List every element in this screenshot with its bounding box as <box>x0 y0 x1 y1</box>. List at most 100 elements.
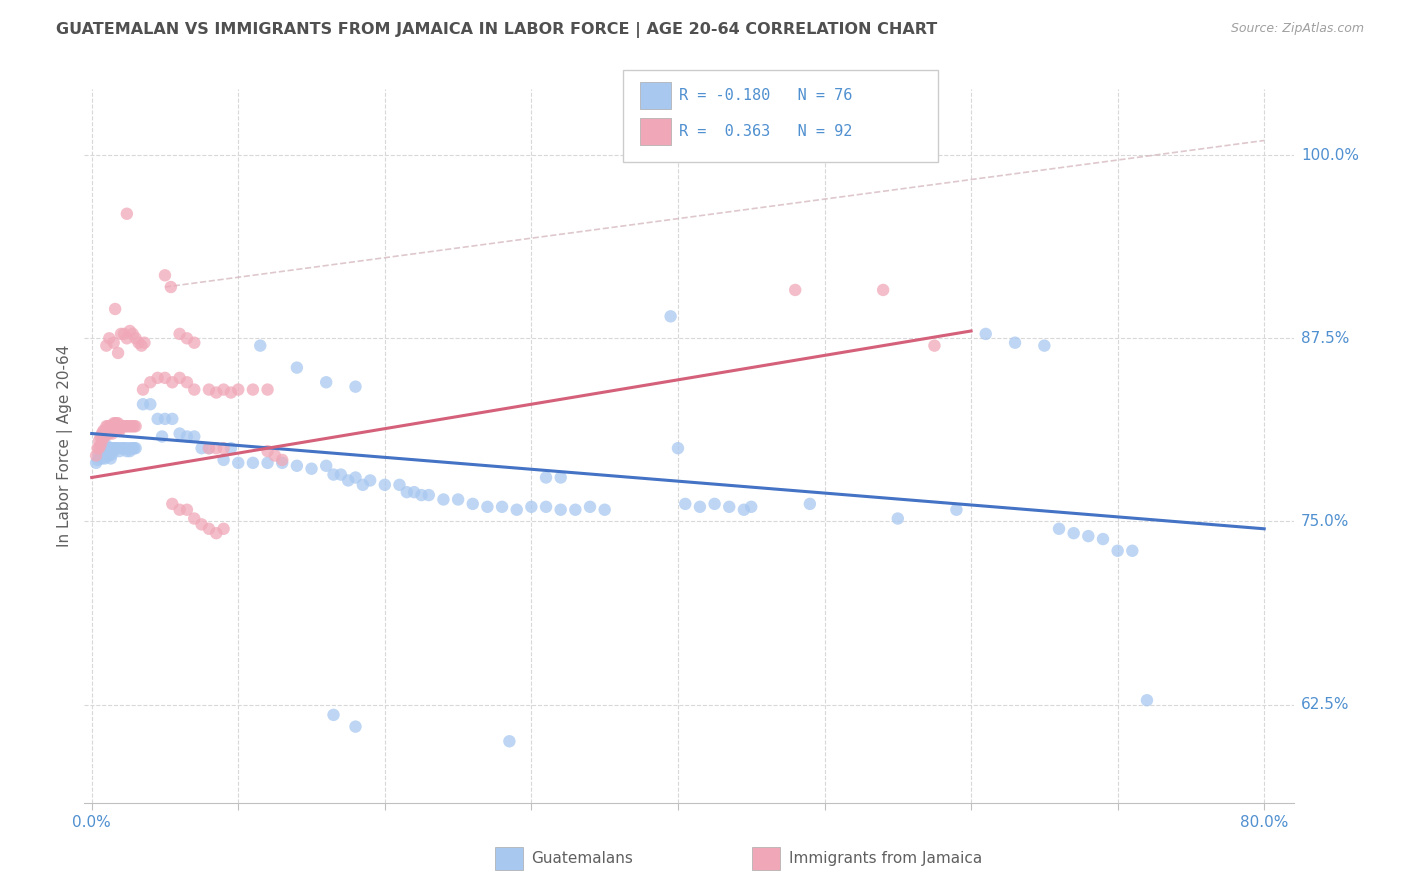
Point <box>94 441 117 455</box>
Point <box>352 478 374 492</box>
Point <box>162 376 184 390</box>
Point <box>285 458 308 473</box>
Point <box>887 511 910 525</box>
Point <box>132 383 155 397</box>
Point <box>198 522 221 536</box>
Point <box>103 335 125 350</box>
Point <box>110 419 132 434</box>
Point <box>256 383 278 397</box>
Text: Immigrants from Jamaica: Immigrants from Jamaica <box>789 852 981 866</box>
Point <box>205 526 228 541</box>
Point <box>872 283 894 297</box>
Point <box>94 424 117 438</box>
Point <box>98 419 121 434</box>
Text: Source: ZipAtlas.com: Source: ZipAtlas.com <box>1230 22 1364 36</box>
Point <box>673 497 696 511</box>
Point <box>301 461 323 475</box>
Point <box>418 488 440 502</box>
Point <box>115 331 138 345</box>
Point <box>315 376 337 390</box>
Point <box>322 707 344 722</box>
Point <box>117 419 139 434</box>
Point <box>205 385 228 400</box>
Text: GUATEMALAN VS IMMIGRANTS FROM JAMAICA IN LABOR FORCE | AGE 20-64 CORRELATION CHA: GUATEMALAN VS IMMIGRANTS FROM JAMAICA IN… <box>56 22 938 38</box>
Point <box>94 451 117 466</box>
Point <box>117 441 139 455</box>
Point <box>169 326 191 341</box>
Point <box>100 451 122 466</box>
Point <box>112 326 135 341</box>
Point <box>689 500 711 514</box>
Point <box>114 419 136 434</box>
Point <box>93 441 115 455</box>
Point <box>112 441 135 455</box>
Point <box>550 502 572 516</box>
Point <box>98 331 121 345</box>
Point <box>190 517 212 532</box>
Point <box>111 419 134 434</box>
Point <box>121 419 143 434</box>
Point <box>91 426 114 441</box>
Point <box>121 326 143 341</box>
Point <box>520 500 543 514</box>
Point <box>359 474 381 488</box>
Point <box>84 456 107 470</box>
Point <box>86 441 108 455</box>
Point <box>432 492 454 507</box>
Point <box>105 441 128 455</box>
Point <box>131 338 153 352</box>
Point <box>183 383 205 397</box>
Point <box>740 500 762 514</box>
Point <box>271 453 294 467</box>
Point <box>212 441 235 455</box>
Point <box>103 424 125 438</box>
Point <box>108 444 131 458</box>
Point <box>219 385 242 400</box>
Point <box>104 301 127 316</box>
Point <box>105 424 128 438</box>
Point <box>219 441 242 455</box>
Point <box>285 360 308 375</box>
Point <box>122 419 145 434</box>
Point <box>1033 338 1056 352</box>
Point <box>108 424 131 438</box>
Point <box>134 335 156 350</box>
Point <box>718 500 741 514</box>
Text: 87.5%: 87.5% <box>1301 331 1350 346</box>
Point <box>176 502 198 516</box>
Point <box>212 522 235 536</box>
Point <box>733 502 755 516</box>
Point <box>132 397 155 411</box>
Point <box>104 441 127 455</box>
Point <box>550 470 572 484</box>
Point <box>1004 335 1026 350</box>
Text: Guatemalans: Guatemalans <box>531 852 633 866</box>
Point <box>96 338 118 352</box>
Point <box>124 419 146 434</box>
Point <box>114 441 136 455</box>
Point <box>329 467 352 482</box>
Point <box>115 444 138 458</box>
Point <box>97 441 120 455</box>
Point <box>344 470 367 484</box>
Point <box>785 283 807 297</box>
Point <box>96 426 118 441</box>
Point <box>395 485 418 500</box>
Point <box>87 441 110 455</box>
Point <box>374 478 396 492</box>
Point <box>86 453 108 467</box>
Point <box>153 268 176 283</box>
Text: R =  0.363   N = 92: R = 0.363 N = 92 <box>679 124 852 138</box>
Point <box>169 371 191 385</box>
Text: 62.5%: 62.5% <box>1301 698 1350 712</box>
Point <box>89 438 111 452</box>
Text: R = -0.180   N = 76: R = -0.180 N = 76 <box>679 88 852 103</box>
Point <box>205 441 228 455</box>
Point <box>315 458 337 473</box>
Point <box>118 444 141 458</box>
Point <box>93 429 115 443</box>
Point <box>97 426 120 441</box>
Point <box>91 441 114 455</box>
Point <box>84 449 107 463</box>
Text: 100.0%: 100.0% <box>1301 148 1358 162</box>
